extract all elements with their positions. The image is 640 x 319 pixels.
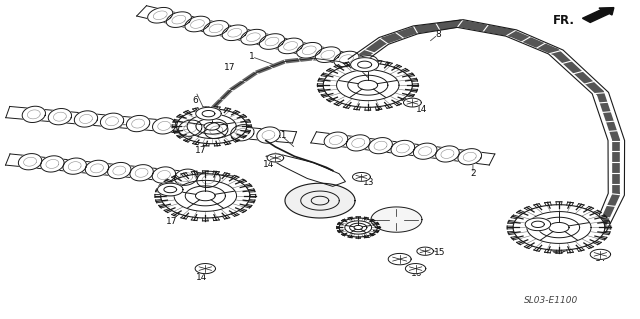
Text: 10: 10 [400, 215, 412, 224]
Text: 4: 4 [59, 161, 65, 170]
Polygon shape [152, 167, 175, 183]
Polygon shape [324, 132, 348, 148]
Polygon shape [353, 56, 378, 71]
Polygon shape [353, 173, 371, 181]
Polygon shape [403, 98, 421, 107]
Polygon shape [405, 263, 426, 274]
Text: 3: 3 [116, 120, 122, 129]
Polygon shape [175, 169, 198, 185]
Text: 6: 6 [543, 237, 549, 246]
Polygon shape [204, 21, 228, 36]
Text: 15: 15 [434, 248, 445, 257]
Polygon shape [130, 165, 153, 181]
Polygon shape [148, 7, 173, 23]
Polygon shape [185, 16, 210, 32]
Polygon shape [100, 113, 124, 130]
Text: 14: 14 [595, 254, 606, 263]
Polygon shape [297, 42, 322, 58]
Text: 9: 9 [365, 231, 371, 240]
Text: 13: 13 [364, 178, 375, 187]
Text: FR.: FR. [553, 14, 575, 27]
Polygon shape [74, 111, 97, 127]
Text: 6: 6 [193, 97, 198, 106]
Text: 16: 16 [411, 270, 422, 278]
Text: 5: 5 [374, 104, 380, 113]
Polygon shape [388, 253, 411, 265]
Polygon shape [166, 12, 191, 27]
FancyArrow shape [582, 8, 614, 22]
Polygon shape [458, 149, 481, 165]
Polygon shape [41, 156, 64, 172]
Polygon shape [196, 171, 220, 188]
Polygon shape [391, 140, 415, 157]
Polygon shape [177, 109, 246, 144]
Polygon shape [161, 174, 250, 218]
Polygon shape [369, 137, 392, 154]
Polygon shape [371, 207, 422, 232]
Polygon shape [241, 29, 266, 45]
Polygon shape [436, 146, 460, 162]
Polygon shape [339, 218, 378, 237]
Polygon shape [108, 162, 131, 179]
Polygon shape [323, 63, 412, 107]
Polygon shape [267, 154, 284, 162]
Text: 14: 14 [196, 273, 208, 282]
Polygon shape [525, 218, 550, 231]
Text: 8: 8 [435, 30, 441, 39]
Polygon shape [257, 127, 280, 143]
Polygon shape [351, 58, 379, 71]
Polygon shape [152, 118, 176, 134]
Text: 11: 11 [276, 131, 287, 140]
Text: 14: 14 [416, 105, 428, 114]
Polygon shape [222, 25, 247, 41]
Polygon shape [179, 120, 202, 136]
Polygon shape [127, 115, 150, 132]
Text: 12: 12 [396, 258, 406, 267]
Polygon shape [157, 183, 183, 196]
Polygon shape [346, 135, 370, 151]
Polygon shape [316, 47, 340, 63]
Polygon shape [334, 51, 359, 67]
Text: 14: 14 [263, 160, 275, 169]
Polygon shape [196, 107, 221, 120]
Polygon shape [259, 34, 285, 49]
Text: 1: 1 [249, 52, 255, 61]
Polygon shape [278, 38, 303, 54]
Text: 17: 17 [166, 217, 178, 226]
Polygon shape [63, 158, 86, 174]
Polygon shape [205, 122, 228, 139]
Text: 17: 17 [224, 63, 236, 72]
Polygon shape [513, 205, 605, 250]
Polygon shape [19, 153, 42, 170]
Polygon shape [48, 108, 72, 125]
Polygon shape [22, 106, 45, 122]
Text: SL03-E1100: SL03-E1100 [524, 296, 578, 305]
Polygon shape [590, 249, 611, 259]
Text: 17: 17 [531, 216, 543, 225]
Polygon shape [417, 247, 433, 255]
Polygon shape [85, 160, 109, 176]
Text: 2: 2 [470, 169, 476, 178]
Polygon shape [413, 143, 437, 159]
Polygon shape [195, 263, 216, 274]
Text: 7: 7 [177, 174, 182, 183]
Polygon shape [285, 183, 355, 218]
Polygon shape [230, 125, 254, 141]
Text: 17: 17 [195, 146, 207, 155]
